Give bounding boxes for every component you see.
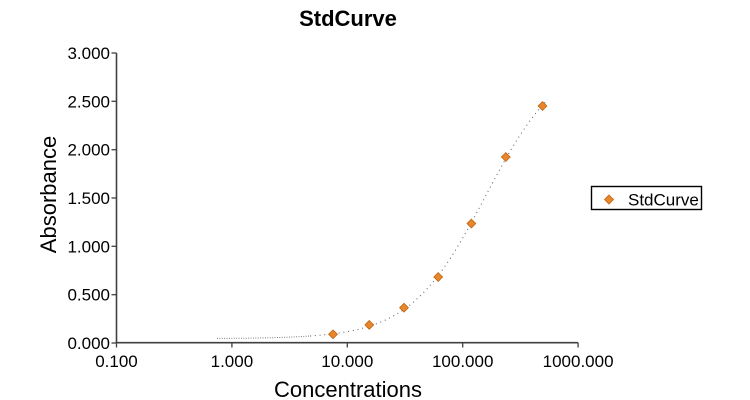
svg-text:StdCurve: StdCurve xyxy=(299,6,397,31)
svg-text:2.000: 2.000 xyxy=(67,141,110,160)
svg-text:0.100: 0.100 xyxy=(95,352,138,371)
svg-text:1.500: 1.500 xyxy=(67,189,110,208)
svg-text:Absorbance: Absorbance xyxy=(36,136,61,253)
svg-text:1.000: 1.000 xyxy=(211,352,254,371)
svg-text:StdCurve: StdCurve xyxy=(628,191,699,210)
svg-text:1.000: 1.000 xyxy=(67,237,110,256)
svg-text:0.500: 0.500 xyxy=(67,286,110,305)
svg-text:10.000: 10.000 xyxy=(321,352,373,371)
svg-text:0.000: 0.000 xyxy=(67,334,110,353)
svg-text:1000.000: 1000.000 xyxy=(543,352,614,371)
svg-text:2.500: 2.500 xyxy=(67,92,110,111)
svg-text:3.000: 3.000 xyxy=(67,44,110,63)
svg-text:100.000: 100.000 xyxy=(432,352,493,371)
svg-text:Concentrations: Concentrations xyxy=(274,377,422,400)
